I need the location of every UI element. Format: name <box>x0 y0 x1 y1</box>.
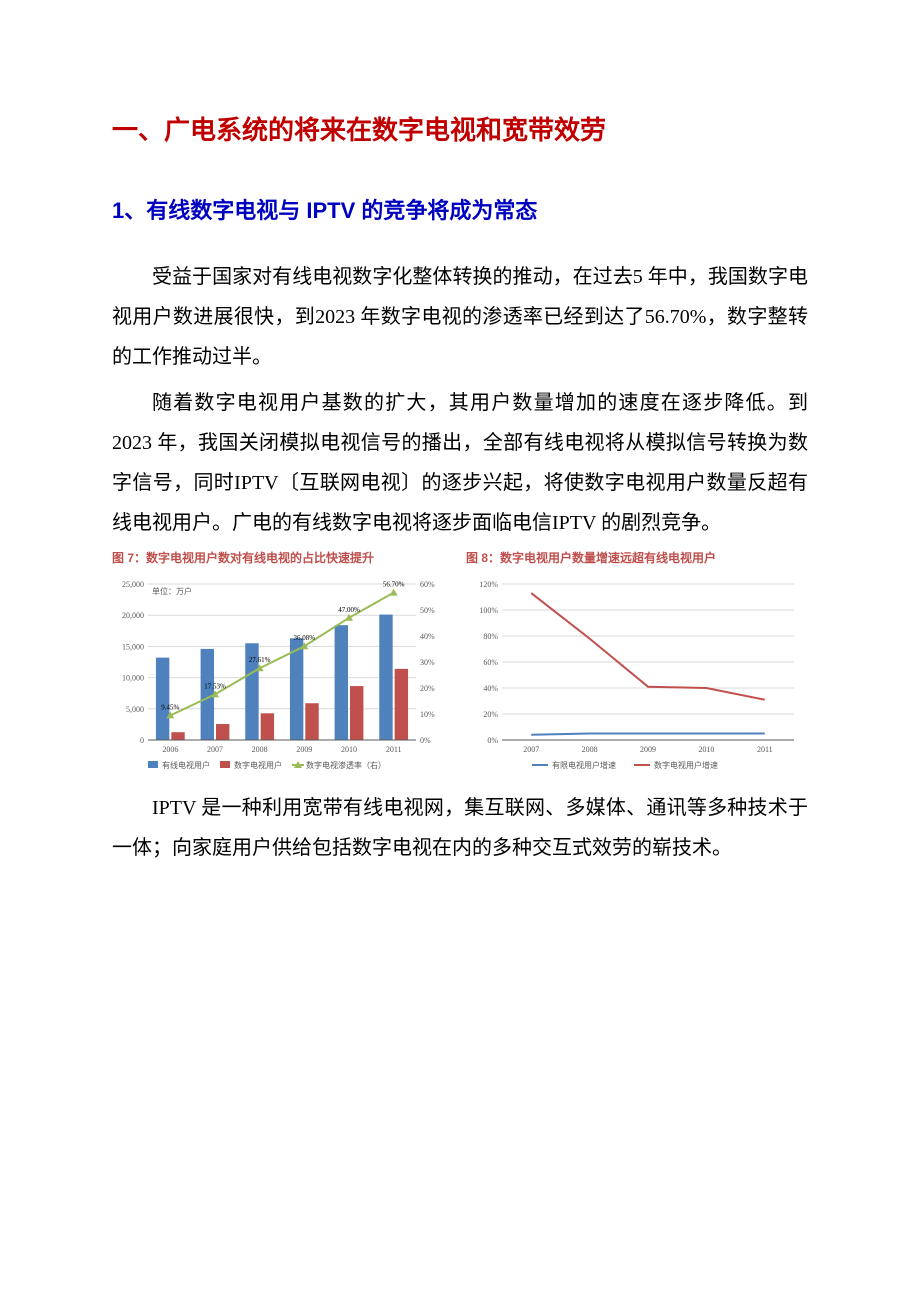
svg-text:2010: 2010 <box>698 745 714 754</box>
svg-text:60%: 60% <box>420 580 435 589</box>
svg-text:120%: 120% <box>479 580 498 589</box>
svg-text:2011: 2011 <box>757 745 773 754</box>
svg-text:2011: 2011 <box>386 745 402 754</box>
chart-8: 0% 20% 40% 60% 80% 100% 120% 2007 2008 2009 2010 20… <box>466 570 806 780</box>
svg-text:40%: 40% <box>483 684 498 693</box>
svg-text:2009: 2009 <box>640 745 656 754</box>
svg-text:有限电视用户增速: 有限电视用户增速 <box>552 760 616 770</box>
svg-text:50%: 50% <box>420 606 435 615</box>
svg-text:60%: 60% <box>483 658 498 667</box>
svg-text:2007: 2007 <box>523 745 539 754</box>
chart-7-container: 图 7：数字电视用户数对有线电视的占比快速提升 0 5,000 10,000 15,0… <box>112 549 454 780</box>
chart-8-title: 图 8：数字电视用户数量增速远超有线电视用户 <box>466 549 808 566</box>
svg-text:15,000: 15,000 <box>122 642 144 651</box>
paragraph-1: 受益于国家对有线电视数字化整体转换的推动，在过去5 年中，我国数字电视用户数进展… <box>112 257 808 377</box>
svg-text:17.53%: 17.53% <box>204 682 226 690</box>
section-heading-1: 一、广电系统的将来在数字电视和宽带效劳 <box>112 110 808 147</box>
svg-text:10,000: 10,000 <box>122 674 144 683</box>
svg-text:2009: 2009 <box>296 745 312 754</box>
chart-8-container: 图 8：数字电视用户数量增速远超有线电视用户 0% 20% 40% 60% 80% 100… <box>466 549 808 780</box>
svg-text:100%: 100% <box>479 606 498 615</box>
svg-text:2010: 2010 <box>341 745 357 754</box>
svg-text:数字电视渗透率（右）: 数字电视渗透率（右） <box>306 760 386 770</box>
svg-text:20,000: 20,000 <box>122 611 144 620</box>
svg-text:单位：万户: 单位：万户 <box>152 586 192 596</box>
svg-text:0%: 0% <box>487 736 498 745</box>
svg-text:80%: 80% <box>483 632 498 641</box>
chart-7: 0 5,000 10,000 15,000 20,000 25,000 0% 10% 20% 30… <box>112 570 452 780</box>
svg-text:2006: 2006 <box>162 745 178 754</box>
svg-text:0: 0 <box>140 736 144 745</box>
svg-text:56.70%: 56.70% <box>383 581 405 589</box>
svg-text:10%: 10% <box>420 710 435 719</box>
section-heading-2: 1、有线数字电视与 IPTV 的竞争将成为常态 <box>112 193 808 225</box>
svg-text:47.00%: 47.00% <box>338 606 360 614</box>
svg-text:2008: 2008 <box>252 745 268 754</box>
svg-text:2008: 2008 <box>582 745 598 754</box>
svg-text:9.45%: 9.45% <box>161 703 179 711</box>
svg-text:27.61%: 27.61% <box>249 656 271 664</box>
svg-text:30%: 30% <box>420 658 435 667</box>
svg-text:2007: 2007 <box>207 745 223 754</box>
svg-text:5,000: 5,000 <box>126 705 144 714</box>
svg-text:20%: 20% <box>483 710 498 719</box>
svg-text:25,000: 25,000 <box>122 580 144 589</box>
svg-text:20%: 20% <box>420 684 435 693</box>
document-page: 一、广电系统的将来在数字电视和宽带效劳 1、有线数字电视与 IPTV 的竞争将成… <box>0 0 920 954</box>
svg-text:数字电视用户增速: 数字电视用户增速 <box>654 760 718 770</box>
svg-text:40%: 40% <box>420 632 435 641</box>
svg-text:0%: 0% <box>420 736 431 745</box>
paragraph-2: 随着数字电视用户基数的扩大，其用户数量增加的速度在逐步降低。到2023 年，我国… <box>112 383 808 543</box>
svg-text:有线电视用户: 有线电视用户 <box>162 760 210 770</box>
svg-text:36.08%: 36.08% <box>294 634 316 642</box>
svg-text:数字电视用户: 数字电视用户 <box>234 760 282 770</box>
chart-7-title: 图 7：数字电视用户数对有线电视的占比快速提升 <box>112 549 454 566</box>
paragraph-3: IPTV 是一种利用宽带有线电视网，集互联网、多媒体、通讯等多种技术于一体；向家… <box>112 788 808 868</box>
charts-row: 图 7：数字电视用户数对有线电视的占比快速提升 0 5,000 10,000 15,0… <box>112 549 808 780</box>
